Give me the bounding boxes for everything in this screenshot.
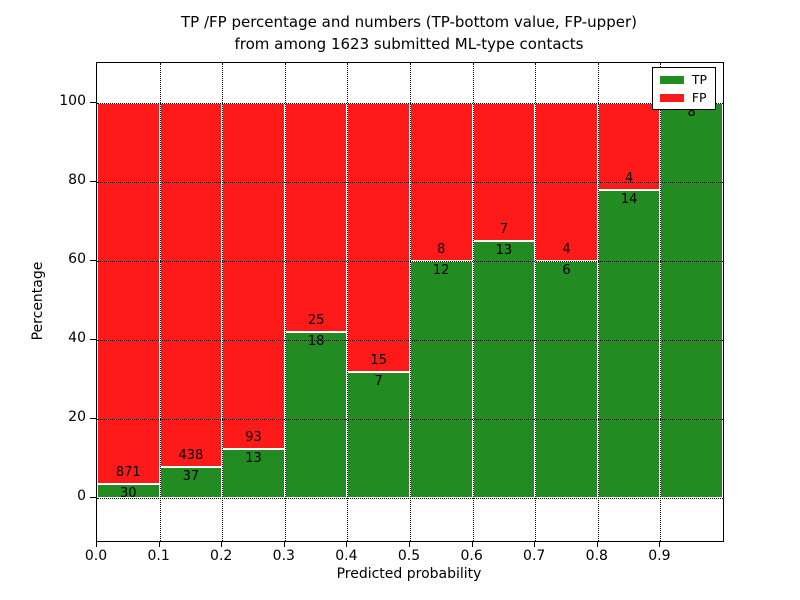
gridline-v [222,63,224,541]
bar-segment-tp [410,260,473,498]
chart-title: TP /FP percentage and numbers (TP-bottom… [96,11,722,55]
gridline-v [159,63,161,541]
bar-segment-fp [159,102,223,467]
bar-count-label-fp: 25 [307,313,325,329]
bar-segment-fp [472,102,536,241]
x-tick [471,542,473,547]
x-tick-label: 0.9 [648,548,671,564]
legend: TP FP [651,67,716,110]
x-tick-label: 0.0 [84,548,108,564]
bar-segment-fp [347,102,410,372]
legend-entry-tp: TP [659,72,707,87]
y-tick-label: 60 [68,250,86,267]
y-tick [90,496,96,498]
bar-count-label-tp: 13 [495,242,513,258]
x-tick-label: 0.3 [272,548,295,564]
x-tick-label: 0.7 [523,548,546,564]
bar-segment-tp [222,449,285,498]
bar-count-label-tp: 18 [307,334,325,350]
gridline-v [535,63,537,541]
bar-segment-tp [347,371,410,498]
x-tick-label: 0.4 [335,548,358,564]
bar-count-label-tp: 7 [374,373,383,389]
bar-count-label-fp: 438 [178,447,204,463]
bar-count-label-tp: 12 [433,262,450,278]
gridline-v [597,63,599,541]
x-tick [596,542,598,547]
legend-tp-label: TP [691,72,707,87]
bar-count-label-fp: 4 [562,241,571,257]
y-tick [90,417,96,419]
legend-fp-label: FP [691,90,707,105]
x-tick [346,542,348,547]
bar-count-label-tp: 6 [562,262,571,278]
x-tick-label: 0.1 [147,548,170,564]
y-tick-label: 0 [77,487,86,504]
x-tick [221,542,223,547]
x-tick-label: 0.2 [210,548,233,564]
bar-count-label-tp: 37 [182,468,200,484]
x-tick [659,542,661,547]
x-tick-label: 0.8 [585,548,608,564]
x-tick [534,542,536,547]
x-tick [96,542,97,547]
y-tick-label: 40 [68,329,86,346]
legend-fp-swatch-icon [659,93,684,102]
bar-count-label-tp: 14 [620,192,638,208]
y-tick [90,259,96,261]
gridline-v [410,63,411,541]
bar-count-label-fp: 7 [499,221,509,237]
y-tick-label: 100 [59,92,86,109]
bar-count-label-fp: 15 [370,352,387,368]
gridline-v [284,63,286,541]
bar-segment-fp [284,102,348,333]
bar-count-label-fp: 871 [115,465,141,481]
bar-count-label-fp: 4 [624,171,634,187]
bar-segment-tp [97,484,160,498]
bar-count-label-fp: 93 [245,430,262,446]
bar-count-label-fp: 8 [437,241,446,257]
bar-segment-tp [660,102,723,498]
bar-count-label-tp: 30 [120,486,137,502]
x-axis-label: Predicted probability [336,566,482,582]
bar-segment-tp [535,260,598,498]
gridline-v [472,63,474,541]
legend-tp-swatch-icon [659,75,684,84]
y-tick [90,338,96,340]
chart-title-line1: TP /FP percentage and numbers (TP-bottom… [181,13,637,31]
bar-segment-tp [597,190,661,498]
legend-entry-fp: FP [659,90,707,105]
bar-segment-fp [97,102,160,485]
bar-segment-fp [222,102,285,450]
y-tick-label: 80 [68,171,86,188]
bar-count-label-tp: 8 [687,104,696,120]
x-tick [158,542,160,547]
bar-segment-tp [284,332,348,498]
plot-area: TP FP 8713043837931325181578127134641408 [96,62,724,542]
y-tick [90,101,96,103]
gridline-v [660,63,662,541]
x-tick-label: 0.6 [460,548,483,564]
y-tick-label: 20 [68,408,86,425]
x-tick [283,542,285,547]
x-tick [409,542,410,547]
bar-count-label-tp: 13 [245,451,262,467]
bar-segment-tp [472,240,536,498]
x-tick-label: 0.5 [397,548,421,564]
chart-title-line2: from among 1623 submitted ML-type contac… [234,35,584,53]
y-tick [90,180,96,182]
bar-segment-tp [159,466,223,498]
gridline-v [347,63,349,541]
